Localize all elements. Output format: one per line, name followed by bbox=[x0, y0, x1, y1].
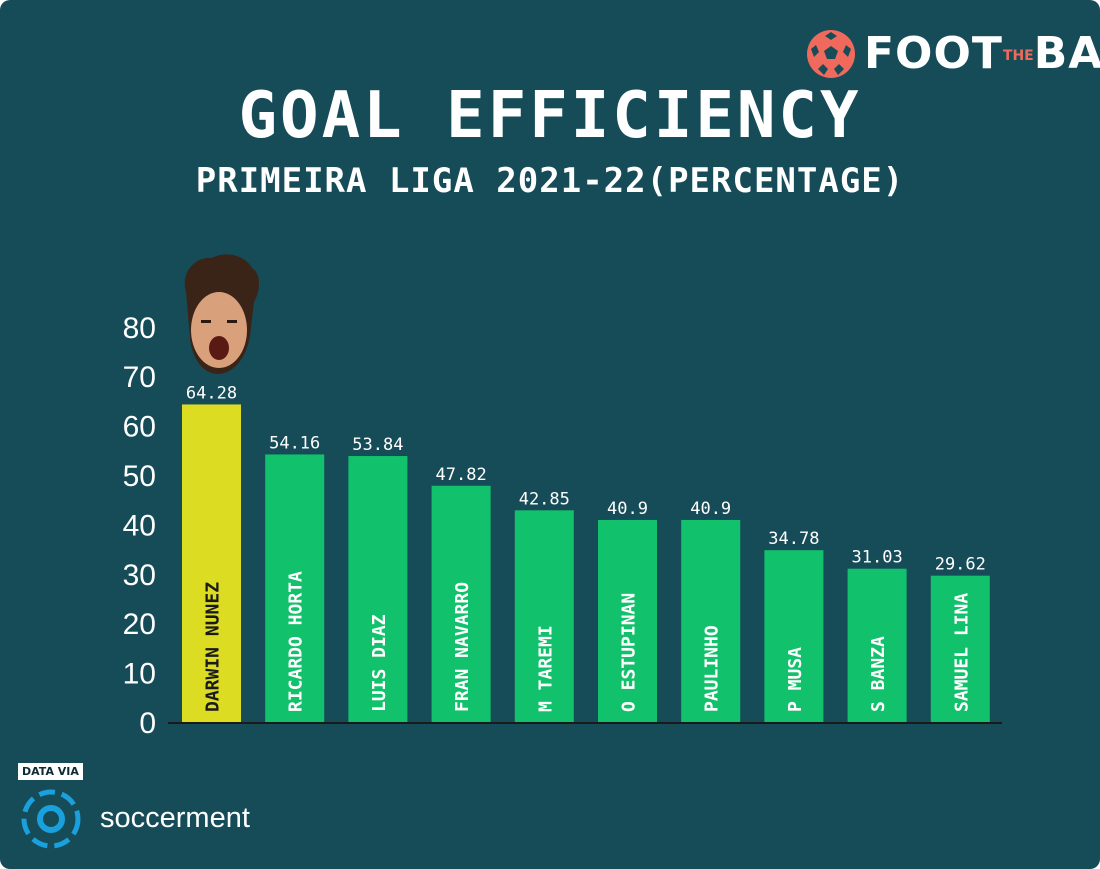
data-label: 42.85 bbox=[519, 489, 570, 509]
chart-title: GOAL EFFICIENCY bbox=[238, 79, 862, 153]
bar bbox=[431, 485, 491, 722]
chart-subtitle: PRIMEIRA LIGA 2021-22(PERCENTAGE) bbox=[195, 161, 905, 201]
soccerment-logo-icon bbox=[21, 789, 81, 849]
y-axis: 0 10 20 30 40 50 60 70 80 bbox=[123, 312, 156, 740]
source-name: soccerment bbox=[100, 802, 250, 834]
data-label: 31.03 bbox=[852, 548, 903, 568]
data-label: 54.16 bbox=[269, 433, 320, 453]
bar bbox=[348, 456, 408, 722]
category-label: LUIS DIAZ bbox=[369, 614, 390, 712]
category-label: M TAREMI bbox=[535, 625, 556, 712]
y-tick-label: 0 bbox=[139, 707, 156, 740]
data-label: 40.9 bbox=[607, 499, 648, 519]
y-tick-label: 20 bbox=[123, 608, 156, 641]
category-label: P MUSA bbox=[785, 647, 806, 712]
y-tick-label: 30 bbox=[123, 559, 156, 592]
y-tick-label: 10 bbox=[123, 658, 156, 691]
bar bbox=[681, 519, 741, 722]
data-label: 47.82 bbox=[436, 465, 487, 485]
data-label: 64.28 bbox=[186, 383, 237, 403]
category-label: RICARDO HORTA bbox=[286, 571, 307, 712]
bar bbox=[265, 454, 325, 722]
category-label: DARWIN NUNEZ bbox=[203, 582, 224, 712]
brand-wordmark: FOOTTHEBALL bbox=[864, 28, 1100, 82]
data-label: 29.62 bbox=[935, 555, 986, 575]
y-tick-label: 50 bbox=[123, 460, 156, 493]
data-label: 53.84 bbox=[352, 435, 403, 455]
brand-middle: THE bbox=[1002, 48, 1034, 64]
category-label: O ESTUPINAN bbox=[619, 593, 640, 712]
brand-right: BALL bbox=[1033, 28, 1100, 79]
y-tick-label: 60 bbox=[123, 411, 156, 444]
bar bbox=[514, 510, 574, 722]
data-label: 40.9 bbox=[690, 499, 731, 519]
bars: 64.28 DARWIN NUNEZ 54.16 RICARDO HORTA 53.84… bbox=[182, 383, 990, 722]
data-label: 34.78 bbox=[768, 529, 819, 549]
bar bbox=[182, 404, 241, 722]
category-label: SAMUEL LINA bbox=[951, 593, 972, 712]
y-tick-label: 80 bbox=[123, 312, 156, 345]
bar bbox=[598, 519, 657, 722]
y-tick-label: 70 bbox=[123, 361, 156, 394]
category-label: FRAN NAVARRO bbox=[452, 582, 473, 712]
brand-left: FOOT bbox=[864, 28, 1003, 79]
category-label: PAULINHO bbox=[702, 625, 723, 712]
y-tick-label: 40 bbox=[123, 509, 156, 542]
footheball-logo: FOOTTHEBALL bbox=[806, 26, 1100, 82]
data-via-label: DATA VIA bbox=[18, 763, 83, 780]
bar bbox=[930, 575, 990, 722]
player-photo bbox=[184, 254, 259, 374]
football-icon bbox=[807, 30, 855, 78]
bar bbox=[847, 568, 907, 722]
category-label: S BANZA bbox=[868, 636, 889, 712]
bar bbox=[764, 550, 824, 722]
